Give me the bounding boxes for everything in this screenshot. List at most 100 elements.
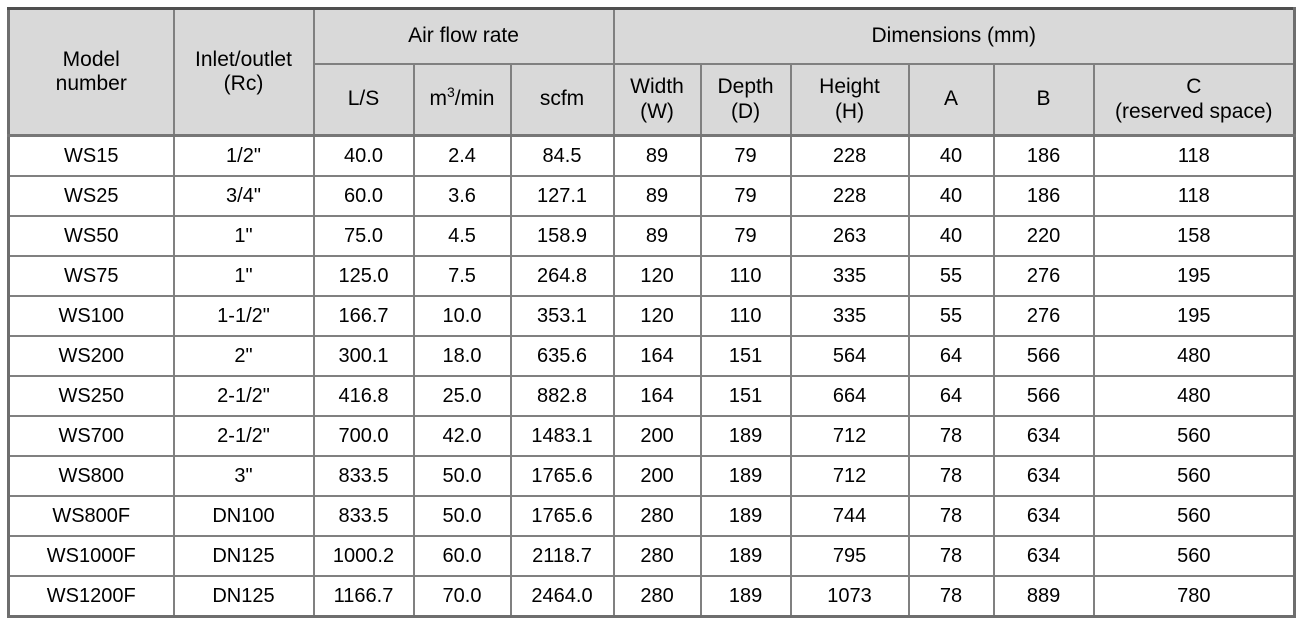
table-cell: 120: [612, 255, 702, 297]
table-row: WS250 2-1/2" 416.8 25.0 882.8 164 151 664 64 566 4…: [7, 375, 1296, 417]
model-number-cell: WS200: [7, 335, 175, 377]
table-cell: 664: [789, 375, 910, 417]
table-cell: 634: [992, 535, 1095, 577]
table-cell: 166.7: [312, 295, 415, 337]
table-cell: 110: [699, 255, 792, 297]
table-cell: 280: [612, 575, 702, 618]
table-cell: 60.0: [412, 535, 512, 577]
header-cell-height: Height (H): [789, 63, 910, 137]
model-number-cell: WS75: [7, 255, 175, 297]
header-cell-inlet-outlet: Inlet/outlet (Rc): [172, 7, 315, 137]
header-cell-m3min: m3/min: [412, 63, 512, 137]
table-cell: 280: [612, 535, 702, 577]
table-cell: 3": [172, 455, 315, 497]
table-cell: 566: [992, 375, 1095, 417]
table-row: WS50 1" 75.0 4.5 158.9 89 79 263 40 220 158: [7, 215, 1296, 257]
table-cell: 158: [1092, 215, 1296, 257]
table-cell: 164: [612, 335, 702, 377]
table-cell: 276: [992, 255, 1095, 297]
spec-table-container: Model number Inlet/outlet (Rc) Air flow …: [7, 7, 1297, 618]
table-cell: 151: [699, 375, 792, 417]
header-cell-c-reserved-space: C (reserved space): [1092, 63, 1296, 137]
table-cell: 220: [992, 215, 1095, 257]
table-cell: 1483.1: [509, 415, 615, 457]
table-row: WS200 2" 300.1 18.0 635.6 164 151 564 64 566 480: [7, 335, 1296, 377]
table-cell: 635.6: [509, 335, 615, 377]
table-cell: 3.6: [412, 175, 512, 217]
table-cell: 634: [992, 455, 1095, 497]
table-row: WS800F DN100 833.5 50.0 1765.6 280 189 744 78 634…: [7, 495, 1296, 537]
table-cell: 18.0: [412, 335, 512, 377]
spec-table: Model number Inlet/outlet (Rc) Air flow …: [7, 7, 1297, 618]
table-cell: 151: [699, 335, 792, 377]
table-cell: 1/2": [172, 134, 315, 177]
model-number-cell: WS700: [7, 415, 175, 457]
table-cell: 833.5: [312, 495, 415, 537]
table-cell: 7.5: [412, 255, 512, 297]
table-cell: 480: [1092, 375, 1296, 417]
table-row: WS1000F DN125 1000.2 60.0 2118.7 280 189 795 78 6…: [7, 535, 1296, 577]
table-cell: 78: [907, 415, 995, 457]
table-cell: 4.5: [412, 215, 512, 257]
table-cell: 189: [699, 455, 792, 497]
table-cell: 110: [699, 295, 792, 337]
header-cell-ls: L/S: [312, 63, 415, 137]
table-cell: 889: [992, 575, 1095, 618]
table-cell: 55: [907, 295, 995, 337]
table-cell: DN125: [172, 535, 315, 577]
table-cell: 79: [699, 134, 792, 177]
table-cell: 50.0: [412, 455, 512, 497]
table-row: WS800 3" 833.5 50.0 1765.6 200 189 712 78 634 560: [7, 455, 1296, 497]
table-cell: 40: [907, 215, 995, 257]
table-cell: 1": [172, 215, 315, 257]
table-cell: 200: [612, 455, 702, 497]
header-cell-air-flow-rate: Air flow rate: [312, 7, 615, 65]
table-row: WS700 2-1/2" 700.0 42.0 1483.1 200 189 712 78 634…: [7, 415, 1296, 457]
table-cell: 833.5: [312, 455, 415, 497]
table-row: WS100 1-1/2" 166.7 10.0 353.1 120 110 335 55 276 1…: [7, 295, 1296, 337]
table-cell: 2-1/2": [172, 415, 315, 457]
header-cell-a: A: [907, 63, 995, 137]
table-cell: 228: [789, 134, 910, 177]
table-cell: 264.8: [509, 255, 615, 297]
table-cell: 79: [699, 175, 792, 217]
table-cell: 1-1/2": [172, 295, 315, 337]
table-cell: 118: [1092, 175, 1296, 217]
table-cell: 2464.0: [509, 575, 615, 618]
table-cell: 795: [789, 535, 910, 577]
header-cell-model-number: Model number: [7, 7, 175, 137]
table-cell: 75.0: [312, 215, 415, 257]
m3min-base: m: [429, 87, 448, 111]
table-cell: 78: [907, 455, 995, 497]
table-cell: 560: [1092, 455, 1296, 497]
table-cell: 2118.7: [509, 535, 615, 577]
table-cell: 186: [992, 175, 1095, 217]
table-cell: 64: [907, 335, 995, 377]
table-cell: 40: [907, 175, 995, 217]
table-cell: 78: [907, 575, 995, 618]
model-number-cell: WS800F: [7, 495, 175, 537]
table-cell: 634: [992, 495, 1095, 537]
table-cell: 25.0: [412, 375, 512, 417]
table-cell: 480: [1092, 335, 1296, 377]
table-cell: 564: [789, 335, 910, 377]
table-cell: 79: [699, 215, 792, 257]
table-cell: 566: [992, 335, 1095, 377]
model-number-cell: WS1200F: [7, 575, 175, 618]
table-row: WS75 1" 125.0 7.5 264.8 120 110 335 55 276 195: [7, 255, 1296, 297]
table-cell: 1765.6: [509, 495, 615, 537]
table-cell: 60.0: [312, 175, 415, 217]
table-cell: 634: [992, 415, 1095, 457]
table-cell: 195: [1092, 255, 1296, 297]
model-number-cell: WS25: [7, 175, 175, 217]
table-cell: 300.1: [312, 335, 415, 377]
table-cell: 84.5: [509, 134, 615, 177]
model-number-cell: WS50: [7, 215, 175, 257]
table-row: WS25 3/4" 60.0 3.6 127.1 89 79 228 40 186 118: [7, 175, 1296, 217]
table-cell: 1166.7: [312, 575, 415, 618]
table-cell: 353.1: [509, 295, 615, 337]
model-number-cell: WS1000F: [7, 535, 175, 577]
table-cell: 158.9: [509, 215, 615, 257]
table-cell: 64: [907, 375, 995, 417]
table-cell: 189: [699, 535, 792, 577]
